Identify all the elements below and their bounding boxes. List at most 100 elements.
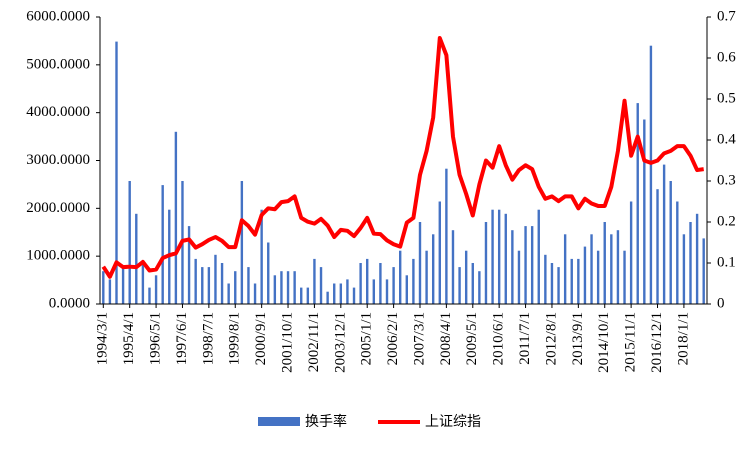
y-tick-label: 4000.0000 <box>26 104 90 120</box>
y2-tick-label: 0.2 <box>717 213 736 229</box>
y-tick-label: 3000.0000 <box>26 152 90 168</box>
bar <box>141 263 145 304</box>
bar <box>656 189 659 304</box>
bar <box>352 287 356 304</box>
x-tick-label: 2009/5/1 <box>464 312 480 365</box>
x-tick-label: 2011/7/1 <box>517 312 533 365</box>
x-tick-label: 1996/5/1 <box>148 312 164 365</box>
legend-label: 上证综指 <box>425 414 481 430</box>
bar <box>286 271 290 304</box>
bar <box>161 185 164 304</box>
bar <box>544 254 547 304</box>
bar <box>366 258 369 304</box>
y-tick-label: 1000.0000 <box>26 248 90 264</box>
y2-tick-label: 0.3 <box>717 172 736 188</box>
x-tick-label: 2003/12/1 <box>332 312 348 373</box>
bar <box>458 267 461 304</box>
bar <box>174 131 178 304</box>
bar <box>478 271 481 304</box>
x-tick-label: 2010/6/1 <box>491 312 507 365</box>
bar <box>207 267 211 304</box>
legend-swatch <box>258 417 300 426</box>
bar <box>425 250 428 304</box>
y2-tick-label: 0.4 <box>717 131 736 147</box>
bar <box>247 267 250 304</box>
x-tick-label: 1999/8/1 <box>227 312 243 365</box>
bar <box>115 41 118 304</box>
y2-tick-label: 0.7 <box>717 8 736 24</box>
bar <box>300 287 303 304</box>
bar <box>260 209 263 304</box>
x-tick-label: 2013/9/1 <box>570 312 586 365</box>
bar <box>108 279 112 304</box>
x-tick-label: 2001/10/1 <box>279 312 295 373</box>
x-tick-label: 2012/8/1 <box>543 312 559 365</box>
bar <box>102 271 105 304</box>
bar <box>669 181 672 304</box>
legend-label: 换手率 <box>305 413 347 430</box>
bar <box>220 263 224 304</box>
y-tick-label: 2000.0000 <box>26 200 90 216</box>
bar <box>577 258 580 304</box>
bar <box>306 287 310 304</box>
bar <box>412 258 415 304</box>
bar <box>293 271 296 304</box>
bar <box>649 45 653 304</box>
bar <box>240 181 244 304</box>
bar <box>313 258 316 304</box>
bar <box>148 287 151 304</box>
bar <box>214 254 217 304</box>
bar <box>385 279 389 304</box>
line <box>101 36 704 279</box>
bar <box>438 201 441 304</box>
bar <box>253 283 257 304</box>
bar <box>333 283 336 304</box>
bar <box>121 267 125 304</box>
bar <box>154 275 158 304</box>
bar <box>273 275 277 304</box>
bar <box>695 213 699 304</box>
bar <box>643 119 646 304</box>
x-tick-label: 1998/7/1 <box>200 312 216 365</box>
bar <box>339 283 343 304</box>
x-tick-label: 2007/3/1 <box>411 312 427 365</box>
bar <box>491 209 494 304</box>
bar <box>346 279 349 304</box>
y2-tick-label: 0.1 <box>717 254 736 270</box>
bar <box>326 291 329 304</box>
bar <box>596 250 600 304</box>
x-tick-label: 2015/11/1 <box>623 312 639 372</box>
y-tick-label: 0.0000 <box>49 295 90 311</box>
bar <box>629 201 633 304</box>
bar <box>201 267 204 304</box>
bar <box>187 226 191 304</box>
bar <box>550 263 554 304</box>
x-tick-label: 2008/4/1 <box>438 312 454 365</box>
x-tick-label: 1995/4/1 <box>121 312 137 365</box>
bar <box>484 222 488 304</box>
bar <box>511 230 514 304</box>
x-tick-label: 2000/9/1 <box>253 312 269 365</box>
bar <box>267 242 270 304</box>
y2-tick-label: 0.6 <box>717 49 736 65</box>
bar <box>319 267 323 304</box>
bar <box>623 250 626 304</box>
x-tick-label: 1997/6/1 <box>174 312 190 365</box>
y-tick-label: 6000.0000 <box>26 8 90 24</box>
y-tick-label: 5000.0000 <box>26 56 90 72</box>
bar <box>128 181 131 304</box>
bar <box>590 234 593 304</box>
bar <box>497 209 501 304</box>
bar <box>392 267 395 304</box>
bar <box>610 234 613 304</box>
bar <box>194 258 197 304</box>
x-tick-label: 1994/3/1 <box>95 312 111 365</box>
bar <box>471 263 474 304</box>
bar <box>616 230 620 304</box>
x-tick-label: 2018/1/1 <box>675 312 691 365</box>
bar <box>464 250 468 304</box>
bar <box>537 209 540 304</box>
bar <box>135 213 138 304</box>
bar <box>676 201 679 304</box>
